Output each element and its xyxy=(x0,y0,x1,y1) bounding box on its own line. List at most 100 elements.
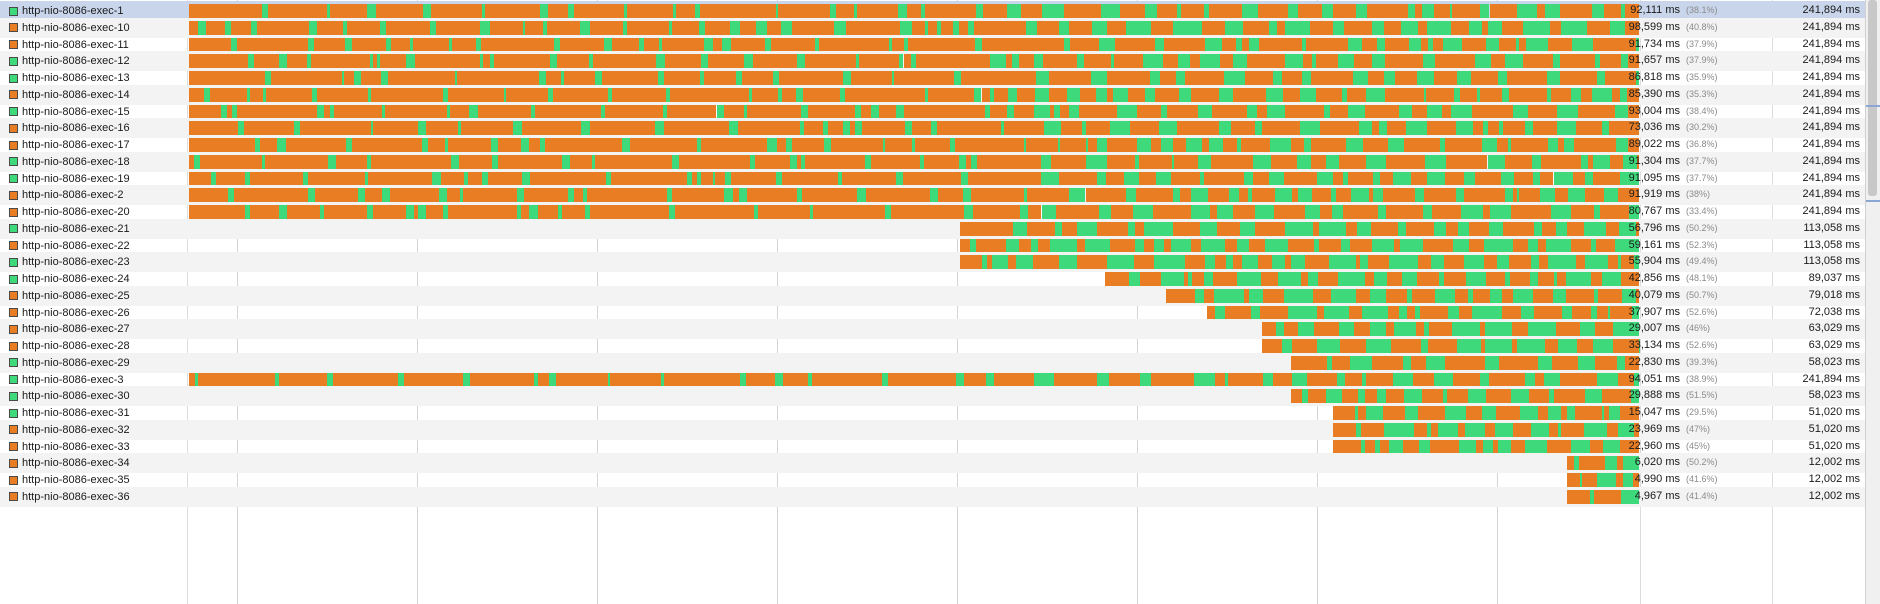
thread-timeline-bar[interactable] xyxy=(189,355,1639,370)
thread-timeline-bar[interactable] xyxy=(189,339,1639,353)
thread-timeline-bar[interactable] xyxy=(189,238,1639,253)
thread-row[interactable]: http-nio-8086-exec-33 22,960 ms (45%) 51,02… xyxy=(0,437,1866,457)
thread-timeline-bar[interactable] xyxy=(189,104,1639,119)
running-segment xyxy=(1150,20,1174,35)
thread-row[interactable]: http-nio-8086-exec-11 91,734 ms (37.9%) 241… xyxy=(0,35,1866,55)
running-segment xyxy=(730,37,766,52)
thread-timeline-bar[interactable] xyxy=(189,255,1639,270)
running-segment xyxy=(1590,439,1603,454)
waiting-segment xyxy=(1268,20,1278,35)
running-percentage: (50.2%) xyxy=(1686,222,1718,233)
thread-timeline-bar[interactable] xyxy=(189,389,1639,404)
waiting-segment xyxy=(405,205,415,219)
thread-timeline-bar[interactable] xyxy=(189,422,1639,437)
running-segment xyxy=(1576,121,1603,136)
thread-row[interactable]: http-nio-8086-exec-27 29,007 ms (46%) 63,02… xyxy=(0,319,1866,340)
thread-row[interactable]: http-nio-8086-exec-1 92,111 ms (38.1%) 241,… xyxy=(0,1,1866,21)
thread-time-cell: 33,134 ms (52.6%) 63,029 ms xyxy=(1629,336,1860,356)
waiting-segment xyxy=(1389,439,1404,454)
thread-row[interactable]: http-nio-8086-exec-24 42,856 ms (48.1%) 89,… xyxy=(0,269,1866,289)
waiting-segment xyxy=(1622,473,1634,487)
thread-timeline-bar[interactable] xyxy=(189,272,1639,286)
running-segment xyxy=(1155,87,1179,102)
thread-row[interactable]: http-nio-8086-exec-12 91,657 ms (37.9%) 241… xyxy=(0,51,1866,72)
running-segment xyxy=(440,171,465,186)
thread-timeline-bar[interactable] xyxy=(189,322,1639,337)
thread-row[interactable]: http-nio-8086-exec-15 93,004 ms (38.4%) 241… xyxy=(0,102,1866,122)
thread-timeline-bar[interactable] xyxy=(189,4,1639,18)
thread-row[interactable]: http-nio-8086-exec-26 37,907 ms (52.6%) 72,… xyxy=(0,303,1866,323)
running-segment xyxy=(1636,221,1639,236)
running-segment xyxy=(894,71,954,85)
scrollbar-thumb[interactable] xyxy=(1868,0,1877,196)
thread-row[interactable]: http-nio-8086-exec-21 56,796 ms (50.2%) 113… xyxy=(0,218,1866,239)
thread-row[interactable]: http-nio-8086-exec-19 91,095 ms (37.7%) 241… xyxy=(0,169,1866,189)
waiting-segment xyxy=(344,37,352,52)
running-segment xyxy=(380,54,407,69)
waiting-segment xyxy=(749,154,755,169)
thread-timeline-bar[interactable] xyxy=(189,288,1639,303)
scrollbar-marker xyxy=(1866,200,1880,202)
running-segment xyxy=(701,171,713,186)
total-time: 113,058 ms xyxy=(1803,255,1860,268)
thread-row[interactable]: http-nio-8086-exec-22 59,161 ms (52.3%) 113… xyxy=(0,236,1866,256)
waiting-segment xyxy=(1463,171,1475,186)
vertical-scrollbar[interactable] xyxy=(1865,0,1880,604)
thread-row[interactable]: http-nio-8086-exec-23 55,904 ms (49.4%) 113… xyxy=(0,252,1866,273)
thread-row[interactable]: http-nio-8086-exec-16 73,036 ms (30.2%) 241… xyxy=(0,118,1866,139)
thread-timeline-bar[interactable] xyxy=(189,71,1639,85)
thread-name-cell: http-nio-8086-exec-10 xyxy=(0,18,186,38)
total-time: 89,037 ms xyxy=(1808,272,1860,284)
thread-row[interactable]: http-nio-8086-exec-30 29,888 ms (51.5%) 58,… xyxy=(0,386,1866,407)
thread-timeline-bar[interactable] xyxy=(189,154,1639,169)
thread-row[interactable]: http-nio-8086-exec-34 6,020 ms (50.2%) 12,0… xyxy=(0,453,1866,474)
waiting-segment xyxy=(738,188,747,203)
thread-row[interactable]: http-nio-8086-exec-20 80,767 ms (33.4%) 241… xyxy=(0,202,1866,222)
thread-timeline-bar[interactable] xyxy=(189,37,1639,52)
thread-row[interactable]: http-nio-8086-exec-13 86,818 ms (35.9%) 241… xyxy=(0,68,1866,88)
thread-row[interactable]: http-nio-8086-exec-32 23,969 ms (47%) 51,02… xyxy=(0,419,1866,440)
thread-timeline-bar[interactable] xyxy=(189,20,1639,35)
thread-row[interactable]: http-nio-8086-exec-10 98,599 ms (40.8%) 241… xyxy=(0,17,1866,38)
thread-row[interactable]: http-nio-8086-exec-36 4,967 ms (41.4%) 12,0… xyxy=(0,486,1866,507)
thread-row[interactable]: http-nio-8086-exec-29 22,830 ms (39.3%) 58,… xyxy=(0,352,1866,373)
thread-row[interactable]: http-nio-8086-exec-28 33,134 ms (52.6%) 63,… xyxy=(0,336,1866,356)
thread-row[interactable]: http-nio-8086-exec-31 15,047 ms (29.5%) 51,… xyxy=(0,403,1866,423)
running-segment xyxy=(1549,20,1562,35)
thread-timeline-bar[interactable] xyxy=(189,121,1639,136)
running-segment xyxy=(367,171,432,186)
waiting-segment xyxy=(1084,238,1111,253)
thread-timeline-bar[interactable] xyxy=(189,171,1639,186)
thread-row[interactable]: http-nio-8086-exec-18 91,304 ms (37.7%) 241… xyxy=(0,151,1866,172)
thread-row[interactable]: http-nio-8086-exec-25 40,079 ms (50.7%) 79,… xyxy=(0,285,1866,306)
thread-timeline-bar[interactable] xyxy=(189,456,1639,471)
waiting-segment xyxy=(245,171,251,186)
thread-row[interactable]: http-nio-8086-exec-17 89,022 ms (36.8%) 241… xyxy=(0,135,1866,155)
running-segment xyxy=(1510,439,1525,454)
thread-timeline-bar[interactable] xyxy=(189,138,1639,152)
thread-timeline-bar[interactable] xyxy=(189,372,1639,387)
thread-timeline-bar[interactable] xyxy=(189,489,1639,504)
waiting-segment xyxy=(464,171,469,186)
waiting-segment xyxy=(220,104,228,119)
waiting-segment xyxy=(1326,389,1343,404)
thread-timeline-bar[interactable] xyxy=(189,305,1639,320)
thread-timeline-bar[interactable] xyxy=(189,205,1639,219)
thread-row[interactable]: http-nio-8086-exec-14 85,390 ms (35.3%) 241… xyxy=(0,84,1866,105)
thread-timeline-bar[interactable] xyxy=(189,439,1639,454)
running-segment xyxy=(1020,4,1043,18)
running-percentage: (50.2%) xyxy=(1686,457,1718,468)
thread-timeline-bar[interactable] xyxy=(189,87,1639,102)
waiting-segment xyxy=(1225,372,1228,387)
thread-timeline-bar[interactable] xyxy=(189,473,1639,487)
thread-row[interactable]: http-nio-8086-exec-2 91,919 ms (38%) 241,89… xyxy=(0,185,1866,206)
thread-timeline-bar[interactable] xyxy=(189,54,1639,69)
thread-timeline-bar[interactable] xyxy=(189,188,1639,203)
waiting-segment xyxy=(1414,188,1424,203)
thread-timeline-bar[interactable] xyxy=(189,406,1639,420)
waiting-segment xyxy=(895,104,904,119)
thread-row[interactable]: http-nio-8086-exec-3 94,051 ms (38.9%) 241,… xyxy=(0,370,1866,390)
thread-timeline-bar[interactable] xyxy=(189,221,1639,236)
thread-row[interactable]: http-nio-8086-exec-35 4,990 ms (41.6%) 12,0… xyxy=(0,470,1866,490)
thread-name: http-nio-8086-exec-2 xyxy=(22,189,124,202)
